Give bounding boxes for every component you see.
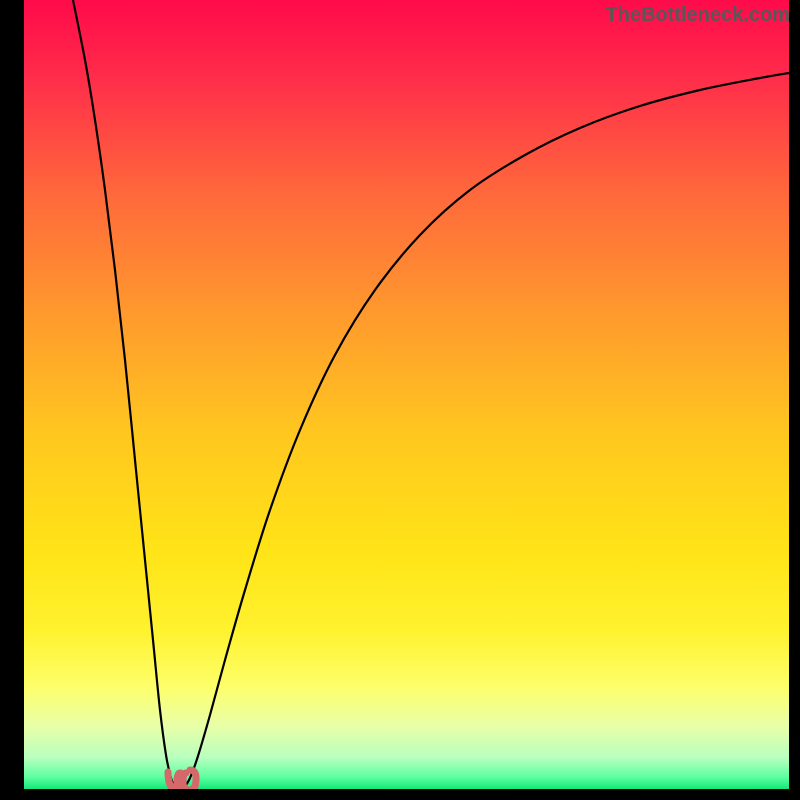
bottleneck-chart: [0, 0, 800, 800]
chart-container: { "chart": { "type": "line-with-gradient…: [0, 0, 800, 800]
watermark-text: TheBottleneck.com: [606, 4, 790, 27]
plot-area: [24, 0, 789, 789]
